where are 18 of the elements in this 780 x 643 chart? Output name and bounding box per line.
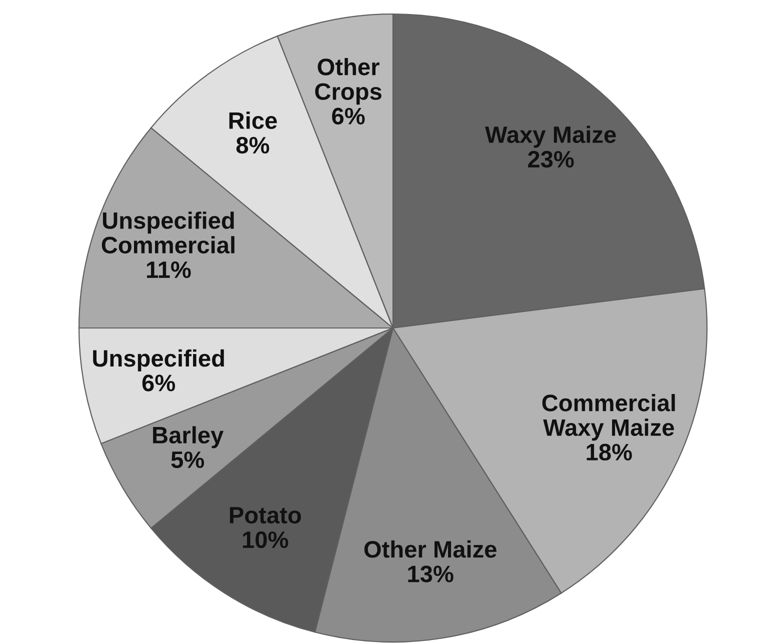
data-label: 5%	[171, 451, 204, 468]
data-label: 8%	[236, 136, 270, 154]
data-label: 11%	[146, 261, 191, 278]
slice-label: Unspecified	[93, 349, 224, 372]
data-label: 23%	[528, 150, 574, 168]
slice-label: Unspecified Commercial	[102, 212, 234, 254]
slice-label: Rice	[229, 112, 277, 129]
data-label: 6%	[332, 108, 365, 124]
data-label: 18%	[586, 444, 632, 461]
slice-label: Commercial Waxy Maize	[542, 394, 675, 441]
data-label: 10%	[242, 531, 288, 548]
slice-label: Barley	[153, 426, 224, 448]
slice-label: Other Maize	[364, 540, 496, 558]
data-label: 13%	[408, 566, 454, 582]
data-label: 6%	[142, 374, 176, 392]
slice-label: Potato	[230, 507, 301, 524]
slice-label: Other Crops	[315, 58, 382, 105]
slice-label: Waxy Maize	[485, 126, 616, 148]
